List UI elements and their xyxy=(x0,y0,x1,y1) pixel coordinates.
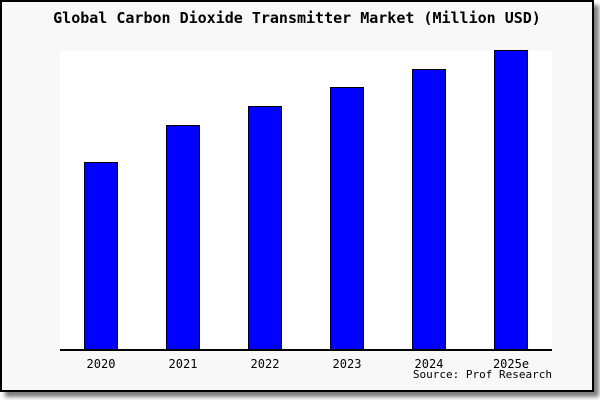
source-credit: Source: Prof Research xyxy=(412,368,552,381)
bar-slot-2023 xyxy=(306,50,388,349)
x-tick-label-2020: 2020 xyxy=(86,357,116,371)
chart-frame: Global Carbon Dioxide Transmitter Market… xyxy=(0,0,594,392)
bar-2021 xyxy=(166,125,200,349)
x-tick-label-2022: 2022 xyxy=(250,357,280,371)
bar-2025e xyxy=(494,50,528,349)
bar-2023 xyxy=(330,87,364,349)
bar-slot-2025e xyxy=(470,50,552,349)
bar-2022 xyxy=(248,105,282,349)
x-tick-label-2025e: 2025e xyxy=(492,357,530,371)
bar-slot-2024 xyxy=(388,50,470,349)
bar-slot-2020 xyxy=(60,50,142,349)
x-axis-labels: 2020 2021 2022 2023 2024 2025e xyxy=(60,357,552,371)
bar-2020 xyxy=(84,161,118,349)
bar-2024 xyxy=(412,69,446,349)
bars-container xyxy=(60,50,552,349)
x-tick-label-2021: 2021 xyxy=(168,357,198,371)
chart-title: Global Carbon Dioxide Transmitter Market… xyxy=(53,9,541,27)
x-tick-label-2023: 2023 xyxy=(332,357,362,371)
plot-area xyxy=(60,50,552,351)
x-tick-label-2024: 2024 xyxy=(414,357,444,371)
bar-slot-2021 xyxy=(142,50,224,349)
bar-slot-2022 xyxy=(224,50,306,349)
